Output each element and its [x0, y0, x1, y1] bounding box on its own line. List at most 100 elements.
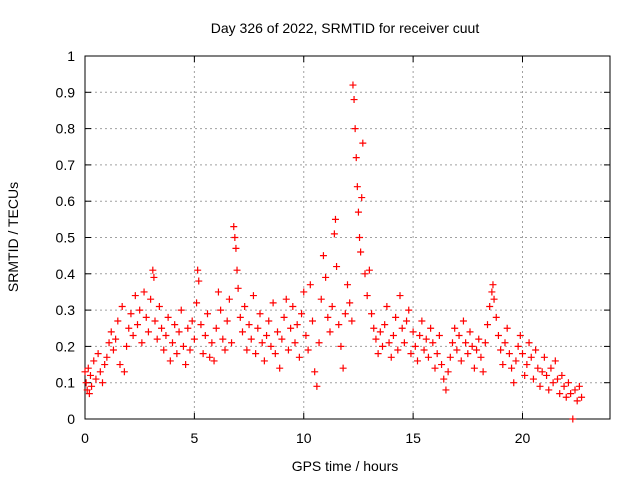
data-point	[287, 324, 295, 332]
data-point	[322, 273, 330, 281]
y-tick-label: 0.3	[56, 302, 76, 318]
data-point	[260, 357, 268, 365]
data-point	[451, 324, 459, 332]
data-point	[422, 335, 430, 343]
chart-title: Day 326 of 2022, SRMTID for receiver cuu…	[211, 20, 480, 36]
data-point	[175, 328, 183, 336]
data-point	[440, 375, 448, 383]
data-point	[510, 379, 518, 387]
data-point	[453, 346, 461, 354]
data-point	[477, 353, 485, 361]
data-point	[328, 302, 336, 310]
data-point	[231, 234, 239, 241]
y-tick-label: 0.8	[56, 121, 76, 137]
data-point	[545, 386, 553, 394]
data-point	[383, 302, 391, 310]
data-point	[151, 317, 159, 325]
data-point	[129, 332, 137, 340]
data-point	[427, 324, 435, 332]
data-point	[396, 292, 404, 300]
data-point	[403, 317, 411, 325]
data-point	[479, 368, 487, 376]
y-tick-label: 0.2	[56, 338, 76, 354]
data-point	[521, 371, 529, 379]
data-point	[497, 346, 505, 354]
x-tick-label: 5	[190, 430, 198, 446]
data-point	[147, 295, 155, 303]
data-point	[225, 295, 233, 303]
data-point	[387, 353, 395, 361]
data-point	[560, 382, 568, 390]
data-point	[173, 350, 181, 358]
data-point	[309, 317, 316, 325]
data-point	[82, 379, 90, 387]
data-point	[326, 328, 334, 336]
data-point	[333, 263, 341, 271]
data-point	[372, 335, 380, 343]
data-point	[306, 281, 314, 289]
data-point	[424, 353, 432, 361]
data-point	[525, 339, 533, 347]
data-point	[101, 361, 109, 369]
data-point	[295, 353, 303, 361]
data-point	[357, 248, 365, 256]
data-point	[490, 295, 498, 303]
data-point	[201, 332, 209, 340]
data-point	[158, 324, 166, 332]
data-point	[96, 368, 104, 376]
x-tick-label: 15	[405, 430, 421, 446]
grid-lines	[85, 56, 610, 419]
data-point	[144, 328, 152, 336]
data-point	[354, 208, 362, 216]
data-point	[484, 321, 491, 329]
data-point	[429, 339, 437, 347]
data-point	[88, 382, 96, 390]
data-point	[258, 339, 266, 347]
data-point	[280, 313, 288, 321]
data-point	[363, 292, 371, 300]
data-point	[179, 342, 187, 350]
data-point	[123, 342, 131, 350]
data-point	[160, 346, 168, 354]
data-point	[381, 321, 389, 329]
data-point	[118, 302, 126, 310]
data-point	[405, 306, 413, 314]
data-point	[282, 295, 290, 303]
data-point	[435, 332, 443, 340]
data-point	[293, 321, 301, 329]
data-point	[131, 292, 139, 300]
data-point	[134, 321, 141, 329]
data-point	[311, 368, 319, 376]
data-point	[348, 317, 356, 325]
data-point	[569, 415, 577, 423]
data-point	[536, 382, 544, 390]
data-point	[249, 292, 257, 300]
data-point	[271, 350, 279, 358]
data-point	[501, 339, 509, 347]
data-point	[195, 277, 203, 285]
data-point	[543, 371, 551, 379]
y-tick-label: 0.1	[56, 375, 76, 391]
data-point	[120, 368, 128, 376]
data-point	[103, 353, 111, 361]
data-point	[420, 346, 428, 354]
data-point	[125, 324, 133, 332]
data-point	[556, 390, 564, 398]
data-point	[186, 346, 194, 354]
data-point	[150, 273, 158, 281]
data-point	[245, 321, 253, 329]
data-point	[350, 96, 358, 104]
data-point	[188, 317, 196, 325]
data-point	[376, 328, 384, 336]
data-point	[503, 324, 511, 332]
data-point	[278, 335, 286, 343]
y-tick-label: 0.7	[56, 157, 76, 173]
data-point	[140, 288, 148, 296]
data-point	[468, 342, 476, 350]
data-point	[331, 215, 339, 223]
data-point	[351, 125, 359, 133]
data-point	[538, 368, 546, 376]
data-point	[462, 339, 470, 347]
data-point	[284, 346, 292, 354]
data-point	[455, 332, 463, 340]
